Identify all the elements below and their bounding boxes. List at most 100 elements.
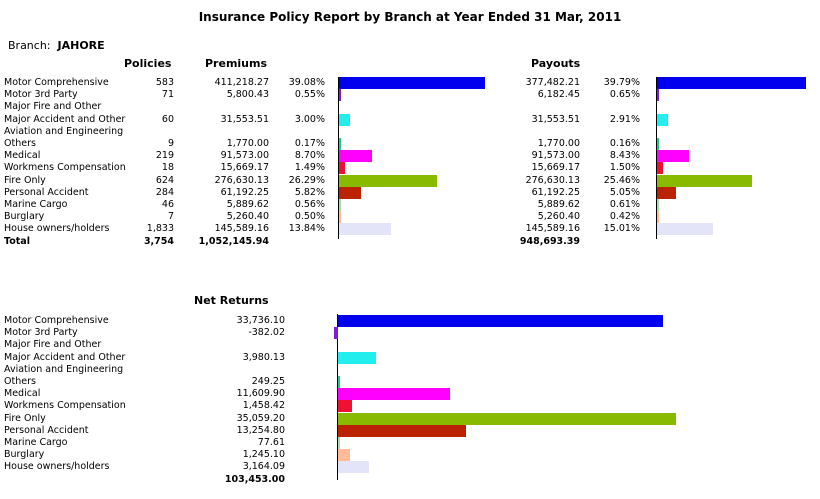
net-return-cell: 249.25 xyxy=(251,376,285,387)
payout-bar xyxy=(657,150,689,163)
payout-bar xyxy=(657,199,660,211)
net-return-cell: -382.02 xyxy=(248,327,285,339)
total-policies: 3,754 xyxy=(143,235,174,247)
premium-pct-cell: 8.70% xyxy=(294,150,325,162)
premium-pct-cell: 1.49% xyxy=(294,162,325,174)
payouts-cell: 377,482.21 xyxy=(525,77,580,88)
row-name: House owners/holders xyxy=(4,461,110,473)
payouts-cell: 91,573.00 xyxy=(531,150,580,162)
branch-label: Branch: xyxy=(8,39,51,52)
premium-bar xyxy=(339,138,341,150)
payout-bar xyxy=(657,223,714,236)
payouts-cell: 145,589.16 xyxy=(525,223,580,235)
premium-bar xyxy=(339,186,361,199)
policies-cell: 219 xyxy=(155,150,174,162)
payout-pct-cell: 5.05% xyxy=(609,186,640,198)
policies-cell: 18 xyxy=(161,162,174,174)
policies-cell: 7 xyxy=(167,211,174,223)
net-return-bar xyxy=(338,461,369,474)
premium-pct-cell: 13.84% xyxy=(288,223,325,235)
payouts-cell: 61,192.25 xyxy=(531,186,580,198)
net-returns-header: Net Returns xyxy=(194,294,269,307)
row-name: Workmens Compensation xyxy=(4,162,126,174)
payout-bar xyxy=(657,138,659,150)
row-name: Marine Cargo xyxy=(4,199,68,210)
row-name: Personal Accident xyxy=(4,424,89,436)
row-name: Major Fire and Other xyxy=(4,101,102,113)
row-name: Marine Cargo xyxy=(4,437,68,448)
policies-cell: 9 xyxy=(167,138,174,149)
payouts-header: Payouts xyxy=(531,57,581,70)
premium-pct-cell: 5.82% xyxy=(294,186,325,198)
row-name: Workmens Compensation xyxy=(4,400,126,412)
total-premiums: 1,052,145.94 xyxy=(198,235,269,247)
row-name: Aviation and Engineering xyxy=(4,363,124,375)
branch-line: Branch: JAHORE xyxy=(8,39,105,52)
net-return-bar xyxy=(338,449,350,462)
net-return-bar xyxy=(338,400,353,413)
premium-pct-cell: 0.17% xyxy=(294,138,325,149)
row-name: Others xyxy=(4,376,36,387)
payout-bar xyxy=(657,162,663,175)
net-return-bar xyxy=(338,388,450,401)
payouts-cell: 31,553.51 xyxy=(531,113,580,125)
row-name: Burglary xyxy=(4,211,45,223)
payout-pct-cell: 0.16% xyxy=(609,138,640,149)
premiums-cell: 411,218.27 xyxy=(214,77,269,88)
premiums-cell: 5,889.62 xyxy=(226,199,269,210)
row-name: House owners/holders xyxy=(4,223,110,235)
policies-cell: 583 xyxy=(155,77,174,88)
row-name: Fire Only xyxy=(4,174,46,186)
premiums-cell: 145,589.16 xyxy=(214,223,269,235)
premium-bar xyxy=(339,150,372,163)
premium-pct-cell: 0.50% xyxy=(294,211,325,223)
row-name: Aviation and Engineering xyxy=(4,125,124,137)
premium-bar xyxy=(339,89,342,102)
policies-cell: 1,833 xyxy=(146,223,174,235)
premiums-cell: 15,669.17 xyxy=(220,162,269,174)
premium-bar xyxy=(339,223,391,236)
row-name: Fire Only xyxy=(4,412,46,424)
net-return-bar xyxy=(338,376,341,388)
premium-bar xyxy=(339,199,342,211)
row-name: Motor Comprehensive xyxy=(4,77,109,88)
total-label: Total xyxy=(4,235,30,247)
row-name: Medical xyxy=(4,150,41,162)
payouts-cell: 276,630.13 xyxy=(525,174,580,186)
payouts-cell: 5,889.62 xyxy=(537,199,580,210)
row-name: Others xyxy=(4,138,36,149)
row-name: Motor 3rd Party xyxy=(4,89,78,101)
net-return-cell: 77.61 xyxy=(257,437,285,448)
row-name: Major Accident and Other xyxy=(4,351,126,363)
premium-bar xyxy=(339,174,438,187)
net-return-cell: 1,245.10 xyxy=(242,449,285,461)
row-name: Motor 3rd Party xyxy=(4,327,78,339)
net-return-cell: 3,164.09 xyxy=(242,461,285,473)
payouts-cell: 5,260.40 xyxy=(537,211,580,223)
net-return-cell: 33,736.10 xyxy=(236,315,285,326)
report-title: Insurance Policy Report by Branch at Yea… xyxy=(198,10,622,24)
payout-pct-cell: 39.79% xyxy=(603,77,640,88)
net-return-bar xyxy=(338,424,466,437)
net-return-cell: 35,059.20 xyxy=(236,412,285,424)
policies-cell: 284 xyxy=(155,186,174,198)
row-name: Personal Accident xyxy=(4,186,89,198)
net-chart-axis xyxy=(337,314,338,480)
premiums-cell: 61,192.25 xyxy=(220,186,269,198)
premiums-cell: 91,573.00 xyxy=(220,150,269,162)
net-return-cell: 11,609.90 xyxy=(236,388,285,400)
payouts-cell: 1,770.00 xyxy=(537,138,580,149)
payout-bar xyxy=(657,89,660,102)
policies-cell: 71 xyxy=(161,89,174,101)
payout-bar xyxy=(657,186,676,199)
premium-pct-cell: 3.00% xyxy=(294,113,325,125)
premiums-cell: 5,260.40 xyxy=(226,211,269,223)
payouts-cell: 15,669.17 xyxy=(531,162,580,174)
premium-bar xyxy=(339,113,351,126)
total-net-returns: 103,453.00 xyxy=(224,473,285,485)
payout-pct-cell: 0.42% xyxy=(609,211,640,223)
payout-bar xyxy=(657,113,668,126)
net-return-bar xyxy=(338,315,664,327)
total-payouts: 948,693.39 xyxy=(519,235,580,247)
row-name: Major Fire and Other xyxy=(4,339,102,351)
